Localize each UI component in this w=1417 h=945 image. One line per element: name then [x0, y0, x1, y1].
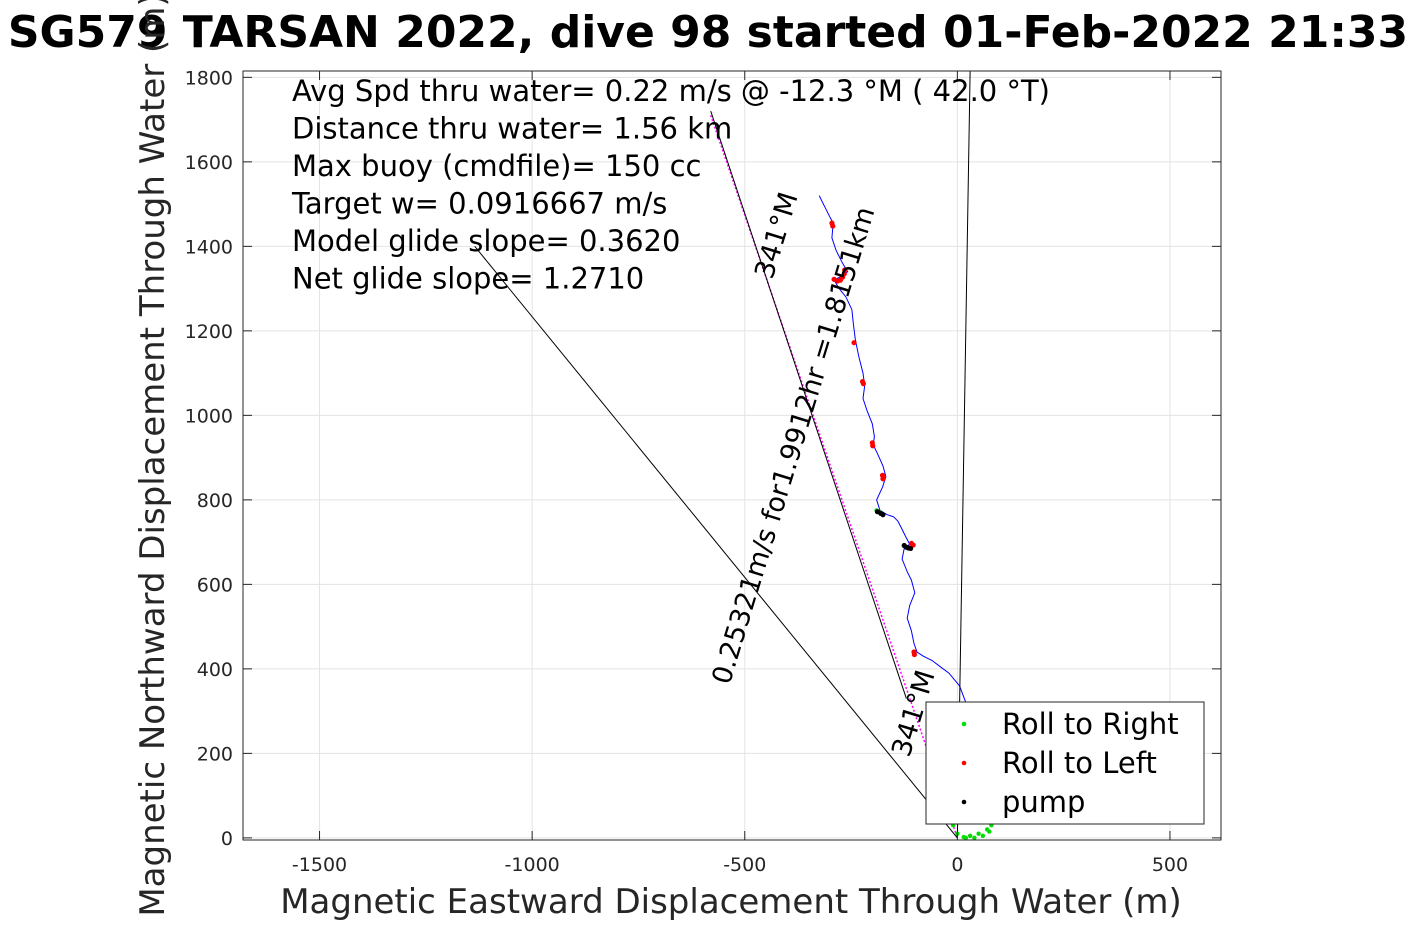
x-tick-label: -1000 — [505, 854, 560, 876]
roll-right-point — [980, 833, 986, 838]
reference-line — [474, 246, 958, 839]
annotations: Avg Spd thru water= 0.22 m/s @ -12.3 °M … — [291, 74, 1050, 296]
x-tick-label: 500 — [1152, 854, 1188, 876]
y-tick-label: 1400 — [185, 236, 233, 258]
ticks: -1500 -1000 -500 0 500 0 200 400 600 800 1000 1200 1… — [185, 67, 1221, 876]
y-tick-label: 1800 — [185, 67, 233, 89]
legend-marker — [961, 760, 967, 766]
roll-left-point — [851, 340, 857, 346]
roll-left-point — [842, 267, 848, 273]
y-tick-label: 800 — [197, 490, 233, 512]
annotation-line: Net glide slope= 1.2710 — [292, 262, 644, 296]
y-tick-label: 600 — [197, 574, 233, 596]
reference-line — [710, 110, 907, 699]
roll-left-point — [830, 223, 836, 229]
y-tick-label: 400 — [197, 659, 233, 681]
pump-point — [907, 545, 914, 552]
glider-track-line — [818, 195, 967, 703]
roll-left-point — [911, 651, 918, 658]
y-tick-label: 1200 — [185, 321, 233, 343]
legend-box — [925, 701, 1205, 825]
y-tick-label: 0 — [221, 828, 233, 850]
legend-label: Roll to Left — [1002, 746, 1157, 780]
legend-label: Roll to Right — [1002, 707, 1179, 741]
pump-point — [880, 512, 886, 518]
roll-left-point — [880, 476, 886, 482]
roll-right-point — [976, 831, 981, 836]
x-axis-label: Magnetic Eastward Displacement Through W… — [280, 882, 1182, 922]
legend-marker — [961, 721, 967, 727]
annotation-line: Max buoy (cmdfile)= 150 cc — [292, 149, 701, 183]
roll-right-point — [984, 827, 990, 832]
roll-right-point — [961, 834, 966, 840]
chart-title: SG579 TARSAN 2022, dive 98 started 01-Fe… — [8, 7, 1408, 58]
y-tick-label: 1600 — [185, 152, 233, 174]
roll-left-point — [870, 443, 876, 449]
roll-right-point — [972, 835, 977, 841]
x-tick-label: -1500 — [292, 854, 347, 876]
y-axis-label: Magnetic Northward Displacement Through … — [133, 0, 173, 917]
current-line — [710, 115, 959, 839]
roll-left-point — [841, 271, 847, 277]
annotation-line: Distance thru water= 1.56 km — [292, 112, 732, 146]
y-tick-label: 200 — [197, 743, 233, 765]
annotation-line: Target w= 0.0916667 m/s — [291, 187, 667, 221]
annotation-line: Model glide slope= 0.3620 — [292, 224, 680, 258]
x-tick-label: 0 — [951, 854, 963, 876]
series-layer — [474, 70, 994, 841]
roll-left-point — [860, 381, 866, 387]
x-tick-label: -500 — [723, 854, 766, 876]
annotation-line: Avg Spd thru water= 0.22 m/s @ -12.3 °M … — [292, 74, 1050, 108]
legend: Roll to Right Roll to Left pump — [925, 701, 1205, 825]
legend-label: pump — [1002, 785, 1085, 819]
legend-marker — [961, 799, 967, 805]
roll-right-point — [967, 833, 973, 838]
plot-frame — [242, 70, 1222, 841]
y-tick-label: 1000 — [185, 405, 233, 427]
